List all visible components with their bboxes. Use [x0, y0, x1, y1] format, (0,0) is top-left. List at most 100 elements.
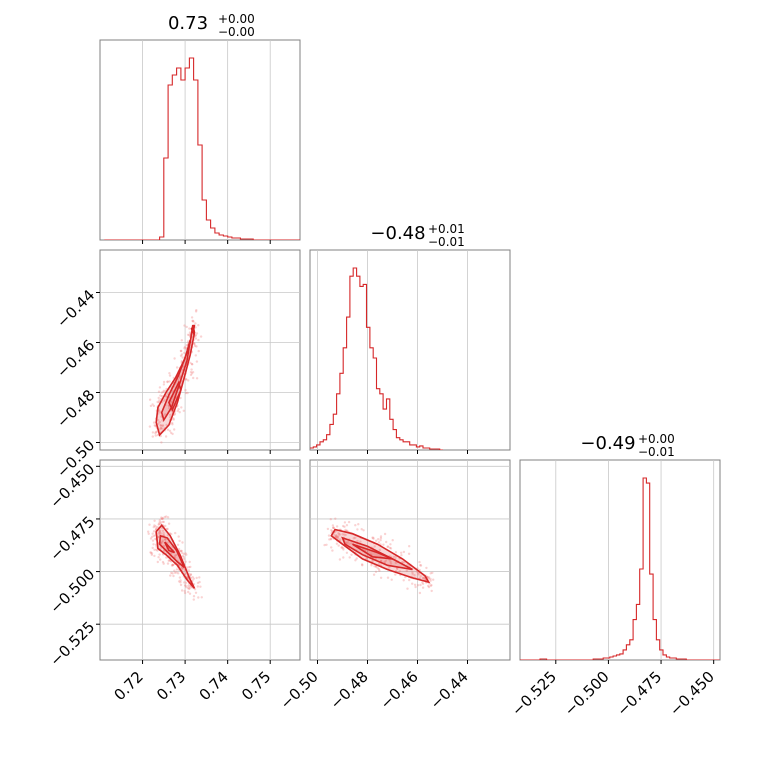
- sample-point: [342, 524, 345, 528]
- sample-point: [163, 538, 167, 541]
- sample-point: [148, 523, 151, 526]
- sample-point: [156, 560, 159, 564]
- tick-label-y-p2: −0.44: [53, 286, 98, 331]
- sample-point: [195, 309, 198, 312]
- sample-point: [149, 551, 152, 554]
- sample-point: [164, 435, 168, 438]
- sample-point: [185, 344, 188, 347]
- sample-point: [192, 598, 195, 601]
- sample-point: [173, 428, 176, 431]
- panel-p2-vs-p3: [309, 459, 511, 664]
- sample-point: [190, 316, 194, 319]
- sample-point: [411, 572, 414, 576]
- contour-fill-3: [168, 382, 181, 410]
- sample-point: [343, 533, 346, 536]
- sample-point: [417, 573, 420, 576]
- sample-point: [170, 552, 173, 555]
- sample-point: [158, 420, 161, 424]
- contour-line-2: [160, 339, 191, 422]
- sample-point: [167, 522, 171, 525]
- contour-line-3: [163, 541, 176, 554]
- sample-point: [334, 517, 337, 520]
- sample-point: [394, 551, 398, 554]
- sample-point: [171, 563, 175, 567]
- sample-point: [342, 547, 345, 550]
- sample-point: [166, 516, 170, 519]
- sample-point: [171, 572, 174, 575]
- contour-line-3: [168, 380, 182, 412]
- sample-point: [153, 554, 156, 558]
- sample-point: [187, 569, 191, 572]
- sample-point: [418, 591, 422, 595]
- sample-point: [348, 556, 351, 559]
- sample-point: [188, 327, 191, 330]
- contour-line-4: [190, 324, 196, 336]
- title-p3: −0.49: [580, 433, 635, 454]
- sample-point: [382, 543, 385, 546]
- sample-point: [402, 579, 405, 582]
- sample-point: [360, 563, 364, 566]
- sample-point: [184, 346, 188, 350]
- sample-point: [332, 526, 335, 529]
- sample-point: [187, 584, 190, 587]
- sample-point: [377, 541, 381, 544]
- sample-point: [346, 529, 349, 532]
- sample-point: [158, 531, 161, 534]
- sample-point: [419, 564, 422, 567]
- tick-label-y-p2: −0.46: [53, 336, 98, 381]
- panel-frame: [309, 249, 511, 451]
- sample-point: [405, 569, 408, 573]
- tick-label-x-p2: −0.46: [377, 668, 422, 713]
- sample-point: [413, 583, 417, 586]
- sample-point: [192, 595, 196, 598]
- sample-point: [344, 533, 347, 537]
- sample-point: [372, 537, 375, 540]
- sample-point: [377, 568, 381, 571]
- sample-point: [161, 529, 165, 532]
- sample-point: [181, 567, 185, 570]
- sample-point: [151, 535, 154, 538]
- sample-point: [330, 529, 333, 532]
- sample-point: [151, 431, 155, 434]
- sample-point: [192, 577, 195, 580]
- sample-point: [400, 551, 403, 554]
- sample-point: [341, 533, 344, 536]
- sample-point: [408, 545, 411, 548]
- sample-point: [184, 581, 188, 584]
- sample-point: [192, 342, 196, 345]
- sample-point: [160, 391, 163, 394]
- sample-point: [194, 326, 197, 329]
- sample-point: [157, 396, 160, 400]
- sample-point: [192, 376, 195, 380]
- sample-point: [158, 399, 161, 402]
- sample-point: [195, 345, 198, 348]
- sample-point: [158, 519, 161, 522]
- sample-point: [180, 353, 184, 356]
- sample-point: [169, 400, 173, 404]
- sample-point: [421, 581, 424, 584]
- sample-point: [163, 515, 166, 519]
- sample-point: [156, 400, 159, 404]
- sample-point: [193, 588, 197, 591]
- sample-point: [166, 380, 169, 383]
- sample-point: [173, 554, 177, 557]
- sample-point: [178, 576, 182, 579]
- sample-point: [199, 335, 203, 338]
- title-upper: +0.00: [218, 12, 255, 26]
- sample-point: [344, 528, 347, 532]
- sample-point: [391, 539, 394, 542]
- sample-point: [376, 567, 379, 570]
- sample-point: [159, 521, 162, 524]
- sample-point: [189, 370, 193, 374]
- sample-point: [162, 390, 165, 393]
- sample-point: [375, 539, 378, 542]
- sample-point: [188, 587, 191, 590]
- sample-point: [171, 563, 174, 567]
- sample-point: [193, 343, 196, 346]
- sample-point: [184, 584, 187, 587]
- sample-point: [191, 579, 194, 582]
- panel-frame: [309, 459, 511, 661]
- sample-point: [402, 550, 406, 554]
- sample-point: [164, 538, 167, 541]
- sample-point: [158, 529, 162, 533]
